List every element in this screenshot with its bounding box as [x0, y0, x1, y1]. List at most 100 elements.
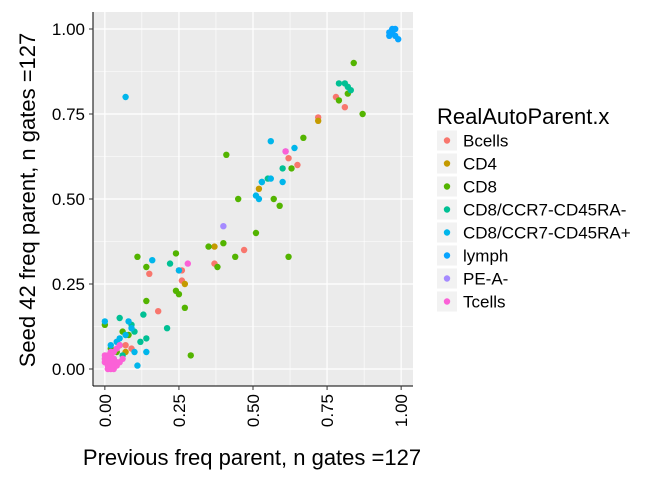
data-point	[119, 355, 126, 362]
data-point	[125, 318, 132, 325]
data-point	[223, 151, 230, 158]
data-point	[288, 165, 295, 172]
data-point	[172, 250, 180, 257]
data-point	[211, 243, 218, 250]
data-point	[255, 185, 263, 192]
data-point	[122, 342, 129, 349]
data-point	[252, 229, 260, 237]
data-point	[359, 110, 366, 118]
x-tick-label: 0.50	[244, 394, 263, 427]
data-point	[122, 331, 129, 339]
data-point	[128, 325, 135, 332]
data-point	[104, 365, 112, 373]
axes: 0.00 0.25 0.50 0.75 1.00 0.00 0.25 0.50 0.75 1.00	[52, 12, 413, 427]
data-point	[154, 308, 162, 315]
legend-label: CD8	[463, 178, 497, 197]
data-point	[140, 311, 147, 318]
legend-label: CD4	[463, 155, 497, 174]
x-axis-label: Previous freq parent, n gates =127	[83, 445, 421, 470]
data-point	[255, 195, 263, 203]
legend-label: lymph	[463, 247, 508, 266]
data-point	[341, 104, 349, 111]
legend-label: PE-A-	[463, 270, 508, 289]
data-point	[131, 348, 138, 356]
legend-swatch	[443, 206, 451, 213]
legend-swatch	[443, 183, 451, 190]
y-tick-label: 0.50	[52, 190, 85, 209]
legend-swatch	[443, 137, 451, 144]
legend-swatch	[443, 275, 451, 282]
data-point	[220, 223, 227, 230]
data-point	[146, 270, 153, 277]
data-point	[285, 253, 292, 260]
data-point	[166, 260, 174, 267]
data-point	[184, 260, 192, 267]
legend-swatch	[443, 160, 451, 167]
legend-label: Tcells	[463, 293, 506, 312]
data-point	[335, 80, 343, 87]
y-tick-label: 0.75	[52, 105, 85, 124]
legend-label: CD8/CCR7-CD45RA-	[463, 201, 626, 220]
data-point	[175, 291, 183, 298]
data-point	[232, 253, 239, 260]
data-point	[394, 36, 402, 43]
legend-swatch	[443, 252, 451, 259]
data-point	[267, 138, 274, 145]
y-axis-label: Seed 42 freq parent, n gates =127	[15, 33, 40, 368]
x-tick-label: 0.25	[170, 394, 189, 427]
data-point	[175, 267, 183, 274]
data-point	[134, 253, 141, 260]
legend-title: RealAutoParent.x	[437, 104, 609, 129]
data-point	[314, 117, 322, 125]
data-point	[137, 338, 144, 345]
legend-swatch	[443, 229, 451, 236]
data-point	[101, 318, 109, 325]
data-point	[181, 304, 189, 311]
data-point	[143, 297, 150, 305]
legend-swatch	[443, 298, 451, 305]
data-point	[143, 263, 150, 271]
data-point	[267, 175, 274, 182]
data-point	[143, 348, 150, 356]
data-point	[234, 195, 242, 203]
data-point	[350, 59, 357, 67]
grid-lines	[93, 12, 413, 386]
data-point	[214, 263, 221, 271]
y-tick-label: 1.00	[52, 20, 85, 39]
y-tick-label: 0.25	[52, 275, 85, 294]
data-point	[107, 342, 114, 349]
data-point	[107, 348, 114, 356]
y-tick-label: 0.00	[52, 360, 85, 379]
x-tick-label: 1.00	[392, 394, 411, 427]
legend-label: Bcells	[463, 132, 508, 151]
x-tick-label: 0.75	[318, 394, 337, 427]
data-point	[285, 155, 292, 162]
data-point	[220, 240, 227, 247]
data-point	[143, 335, 150, 342]
data-point	[116, 342, 123, 349]
data-points	[101, 25, 402, 373]
data-point	[149, 257, 156, 264]
data-point	[122, 93, 129, 101]
data-point	[291, 144, 298, 152]
data-point	[279, 165, 286, 172]
data-point	[392, 25, 399, 33]
data-point	[116, 314, 123, 322]
data-point	[134, 362, 141, 369]
legend: RealAutoParent.x Bcells CD4 CD8 CD8/CCR7-CD4…	[437, 104, 631, 312]
data-point	[300, 134, 307, 141]
data-point	[181, 280, 189, 288]
data-point	[205, 243, 212, 250]
data-point	[258, 178, 266, 186]
legend-label: CD8/CCR7-CD45RA+	[463, 224, 631, 243]
data-point	[270, 195, 277, 203]
data-point	[294, 161, 301, 169]
data-point	[187, 352, 194, 359]
x-tick-label: 0.00	[96, 394, 115, 427]
data-point	[101, 352, 109, 359]
data-point	[276, 202, 283, 209]
data-point	[386, 29, 393, 36]
data-point	[347, 87, 354, 94]
